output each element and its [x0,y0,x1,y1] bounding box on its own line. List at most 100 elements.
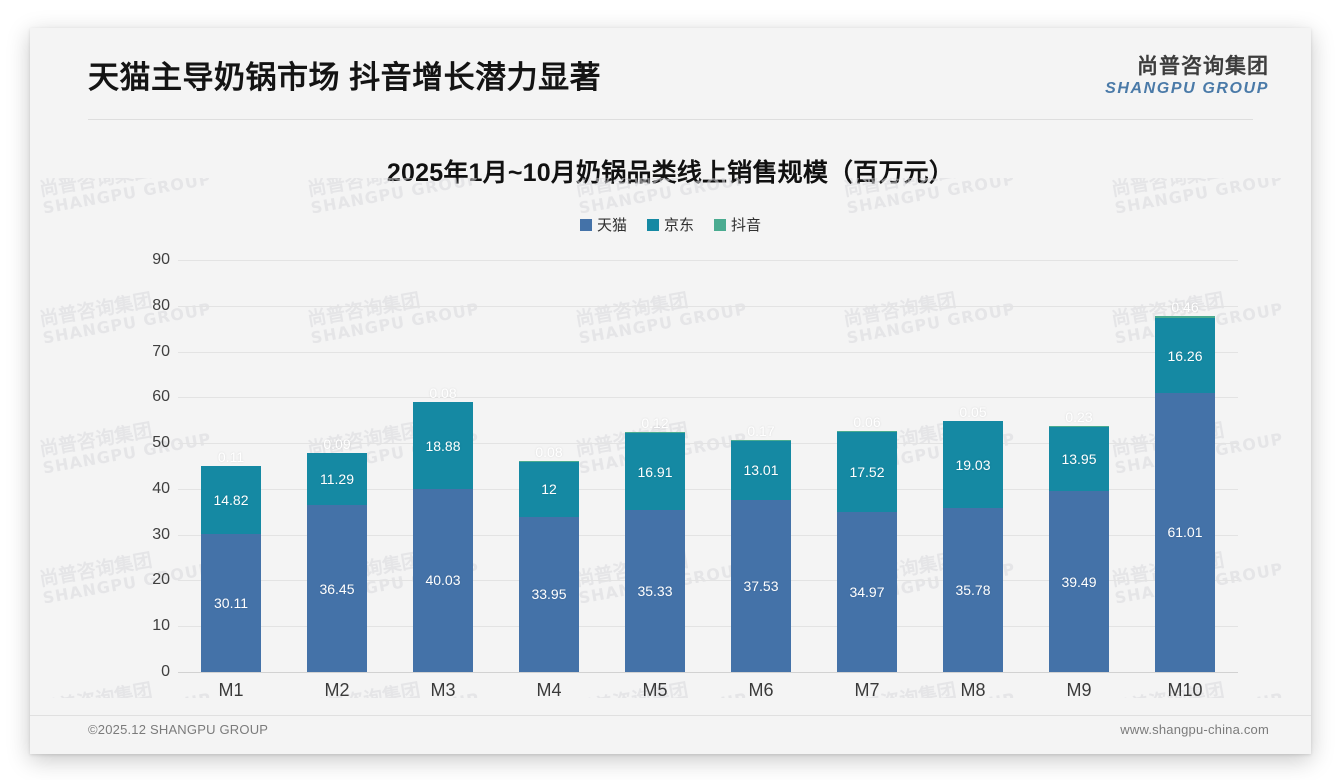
gridline [178,397,1238,399]
bar-value-label: 36.45 [319,580,355,597]
y-axis-tick-label: 20 [152,571,170,589]
bar-value-label: 0.12 [641,415,669,432]
bar-value-label: 12 [541,481,557,498]
bar-value-label: 0.11 [217,448,245,465]
bar-value-label: 0.17 [747,422,775,439]
x-axis-tick-label: M10 [1167,680,1203,700]
gridline [178,626,1238,628]
bar-segment[interactable]: 12 [519,461,579,517]
bar-segment[interactable]: 36.45 [307,505,367,672]
logo-english-text: SHANGPU GROUP [1105,80,1269,97]
x-axis: M1 M2 M3 M4 M5 M6 M7 M8 M9 M10 [178,680,1238,710]
bar-value-label: 11.29 [320,471,354,488]
bar-segment[interactable]: 35.33 [625,510,685,672]
bar-segment[interactable]: 0.09 [307,436,367,454]
bar-segment[interactable]: 30.11 [201,534,261,672]
bar-segment[interactable]: 13.01 [731,440,791,501]
y-axis-tick-label: 70 [152,342,170,360]
gridline [178,443,1238,445]
bar-value-label: 13.01 [743,462,779,479]
bar-slot: 0.12 16.91 35.33 [602,260,708,672]
bar-segment[interactable]: 0.08 [519,444,579,462]
y-axis-tick-label: 60 [152,388,170,406]
stacked-bar[interactable]: 0.08 12 33.95 [519,444,579,672]
stacked-bar[interactable]: 0.09 11.29 36.45 [307,436,367,672]
stacked-bar[interactable]: 0.11 14.82 30.11 [201,449,261,672]
x-axis-tick-label: M6 [748,680,774,700]
y-axis-tick-label: 90 [152,251,170,268]
slide-card: 尚普咨询集团 SHANGPU GROUP 尚普咨询集团 SHANGPU GROUP 尚普… [30,28,1311,754]
bar-segment[interactable]: 18.88 [413,402,473,489]
x-axis-tick-label: M9 [1066,680,1092,700]
bar-value-label: 16.91 [637,463,673,480]
bar-value-label: 34.97 [849,583,885,600]
slide-header: 天猫主导奶锅市场 抖音增长潜力显著 尚普咨询集团 SHANGPU GROUP [30,28,1311,120]
x-axis-tick-label: M8 [960,680,986,700]
bar-value-label: 13.95 [1061,451,1097,468]
gridline [178,534,1238,536]
bar-segment[interactable]: 0.06 [837,414,897,432]
stacked-bar[interactable]: 0.05 19.03 35.78 [943,404,1003,672]
legend-item-3[interactable]: 抖音 [714,214,761,235]
bar-segment[interactable]: 11.29 [307,453,367,506]
bar-segment[interactable]: 40.03 [413,488,473,672]
bar-value-label: 19.03 [955,456,991,473]
x-axis-tick-label: M7 [854,680,880,700]
x-axis-tick-label: M3 [430,680,456,700]
bar-value-label: 37.53 [743,578,779,595]
bar-value-label: 35.33 [637,583,673,600]
bar-segment[interactable]: 16.26 [1155,318,1215,393]
gridline [178,488,1238,490]
legend-item-1[interactable]: 天猫 [579,214,627,235]
bar-segment[interactable]: 33.95 [519,516,579,672]
bar-segment[interactable]: 0.46 [1155,299,1215,319]
bar-segment[interactable]: 61.01 [1155,392,1215,672]
logo-chinese-text: 尚普咨询集团 [1137,54,1269,78]
brand-logo: 尚普咨询集团 SHANGPU GROUP [1105,56,1269,97]
stacked-bar[interactable]: 0.23 13.95 39.49 [1049,409,1109,672]
bar-value-label: 17.52 [849,463,885,480]
bar-segment[interactable]: 0.17 [731,423,791,441]
bar-value-label: 39.49 [1061,573,1097,590]
page-title: 天猫主导奶锅市场 抖音增长潜力显著 [88,60,602,95]
bar-segment[interactable]: 19.03 [943,421,1003,509]
bar-value-label: 0.05 [959,403,987,420]
bar-slot: 0.11 14.82 30.11 [178,260,284,672]
bar-segment[interactable]: 37.53 [731,500,791,672]
y-axis-tick-label: 50 [152,434,170,452]
bar-slot: 0.09 11.29 36.45 [284,260,390,672]
gridline [178,351,1238,353]
plot-area: 0.11 14.82 30.11 0.09 11.29 36.45 0.08 18.88 40.… [178,260,1238,673]
gridline [178,672,1238,673]
legend-item-2[interactable]: 京东 [646,214,694,235]
stacked-bar[interactable]: 0.17 13.01 37.53 [731,423,791,672]
bar-group: 0.11 14.82 30.11 0.09 11.29 36.45 0.08 18.88 40.… [178,260,1238,672]
legend-label: 抖音 [731,216,762,234]
bar-segment[interactable]: 17.52 [837,431,897,512]
bar-segment[interactable]: 35.78 [943,508,1003,672]
bar-segment[interactable]: 0.08 [413,385,473,403]
bar-segment[interactable]: 14.82 [201,466,261,535]
stacked-bar[interactable]: 0.08 18.88 40.03 [413,385,473,672]
bar-segment[interactable]: 16.91 [625,432,685,511]
stacked-bar[interactable]: 0.12 16.91 35.33 [625,415,685,672]
legend-label: 京东 [663,216,694,234]
bar-slot: 0.08 18.88 40.03 [390,260,496,672]
stacked-bar[interactable]: 0.06 17.52 34.97 [837,414,897,672]
bar-segment[interactable]: 0.23 [1049,409,1109,428]
gridline [178,580,1238,582]
footer-copyright: ©2025.12 SHANGPU GROUP [88,722,269,737]
bar-segment[interactable]: 39.49 [1049,491,1109,672]
bar-segment[interactable]: 34.97 [837,511,897,672]
bar-slot: 0.06 17.52 34.97 [814,260,920,672]
bar-segment[interactable]: 0.11 [201,449,261,467]
bar-segment[interactable]: 13.95 [1049,427,1109,492]
gridline [178,260,1238,261]
bar-value-label: 0.46 [1171,299,1199,316]
bar-slot: 0.23 13.95 39.49 [1026,260,1132,672]
stacked-bar[interactable]: 0.46 16.26 61.01 [1155,299,1215,672]
x-axis-tick-label: M1 [218,680,244,700]
footer-website: www.shangpu-china.com [1120,722,1269,737]
bar-segment[interactable]: 0.05 [943,404,1003,422]
bar-segment[interactable]: 0.12 [625,415,685,433]
